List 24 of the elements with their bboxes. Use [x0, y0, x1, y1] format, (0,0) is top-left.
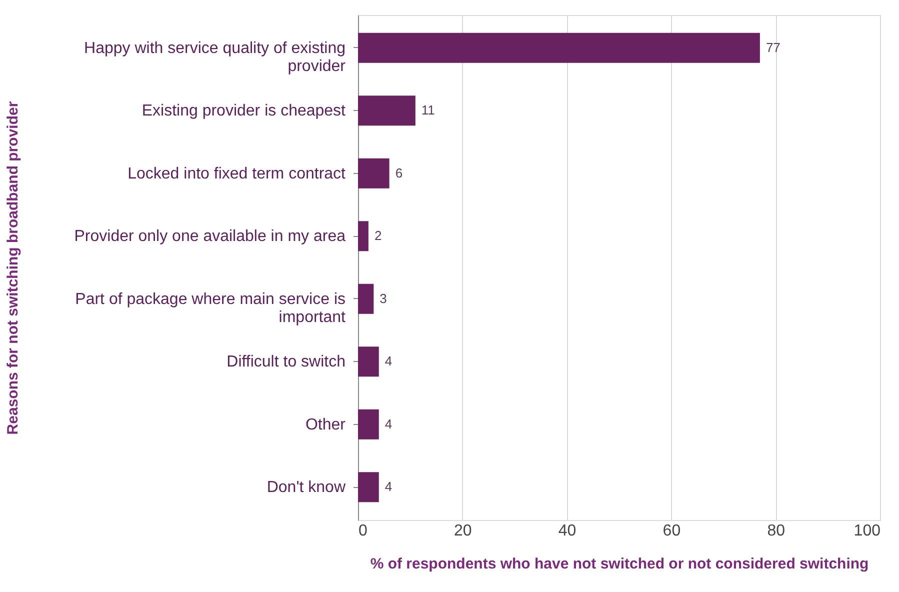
x-tick-label: 60 [662, 522, 681, 540]
y-tick-label: Locked into fixed term contract [128, 165, 346, 182]
data-label: 4 [384, 416, 392, 432]
x-tick-label: 100 [854, 522, 881, 540]
x-axis-title: % of respondents who have not switched or not considered switching [370, 556, 869, 572]
y-axis-title: Reasons for not switching broadband provider [4, 101, 22, 435]
x-tick-label: 0 [358, 522, 368, 540]
data-label: 77 [766, 40, 780, 55]
y-tick-label: Part of package where main service is important [75, 290, 346, 326]
data-label: 4 [384, 479, 392, 494]
y-tick-label: Existing provider is cheapest [142, 102, 346, 120]
x-tick-label: 40 [558, 522, 576, 540]
y-tick-label: Difficult to switch [226, 354, 346, 371]
y-tick-label: Happy with service quality of existing provider [84, 40, 346, 75]
data-label: 2 [374, 228, 382, 244]
data-label: 3 [380, 290, 387, 306]
y-tick-label: Provider only one available in my area [74, 228, 346, 246]
y-tick-label: Don't know [266, 479, 346, 496]
data-label: 4 [384, 354, 392, 369]
data-label: 11 [421, 102, 435, 118]
x-tick-label: 20 [454, 522, 472, 540]
x-tick-label: 80 [767, 522, 786, 540]
data-label: 6 [395, 165, 403, 180]
y-tick-label: Other [305, 416, 346, 434]
